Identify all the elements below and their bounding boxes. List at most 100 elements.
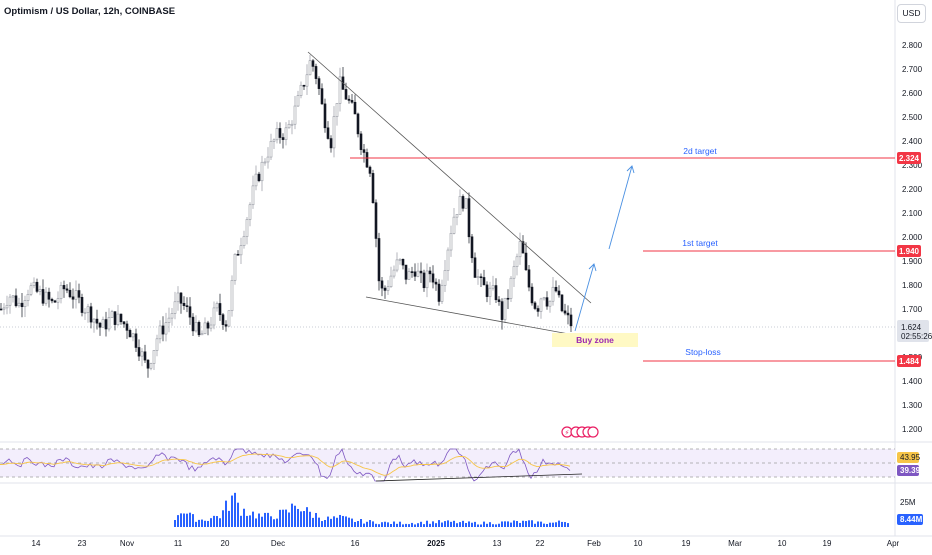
buy-zone-box[interactable] (552, 333, 638, 347)
volume-bar (501, 521, 503, 527)
rsi-divergence-line[interactable] (375, 473, 583, 482)
candle-body (50, 298, 54, 302)
volume-bar (555, 522, 557, 527)
price-tick-label: 2.500 (902, 113, 923, 122)
volume-bar (546, 523, 548, 527)
volume-bar (177, 515, 179, 527)
svg-text:39.39: 39.39 (900, 466, 921, 475)
candle-body (497, 299, 501, 302)
currency-button[interactable]: USD (897, 4, 926, 23)
candle-body (524, 252, 528, 271)
volume-bar (471, 522, 473, 527)
volume-bar (345, 516, 347, 527)
candle-body (77, 290, 81, 298)
volume-bar (396, 523, 398, 527)
candle-body (269, 141, 273, 158)
candle-body (287, 123, 291, 129)
candle-body (110, 311, 114, 318)
price-tick-label: 2.800 (902, 41, 923, 50)
candle-body (224, 324, 228, 327)
candle-body (284, 127, 288, 140)
volume-bar (258, 513, 260, 527)
candle-body (311, 60, 315, 67)
candle-body (29, 285, 33, 295)
svg-text:⚡: ⚡ (565, 429, 570, 437)
candle-body (155, 338, 159, 351)
volume-bar (180, 513, 182, 527)
candle-body (59, 285, 63, 299)
candle-body (128, 330, 132, 338)
price-tick-label: 1.400 (902, 377, 923, 386)
candle-body (314, 66, 318, 79)
candle-body (68, 289, 72, 298)
price-tick-label: 2.600 (902, 89, 923, 98)
chart-title: Optimism / US Dollar, 12h, COINBASE (4, 6, 176, 17)
volume-axis-label: 25M (900, 498, 916, 507)
price-axis[interactable]: 2.800 2.700 2.600 2.500 2.400 2.300 2.200 2.100… (902, 41, 923, 434)
candle-body (500, 301, 504, 320)
candle-body (164, 322, 168, 335)
support-trendline[interactable] (365, 296, 581, 337)
volume-bar (246, 515, 248, 527)
volume-bar (273, 519, 275, 527)
descending-resistance-line[interactable] (307, 51, 592, 304)
volume-bar (261, 516, 263, 527)
volume-bar (231, 495, 233, 527)
candle-body (521, 241, 525, 254)
buy-zone-label: Buy zone (576, 335, 614, 345)
time-axis[interactable]: 14 23 Nov 11 20 Dec 16 2025 13 22 Feb 10 19 Mar 10 19 Ap… (32, 539, 900, 548)
candle-body (509, 277, 513, 299)
candle-body (197, 322, 201, 336)
candle-body (101, 319, 105, 328)
rsi-line (0, 448, 571, 482)
candle-body (179, 292, 183, 304)
volume-bar (408, 524, 410, 527)
time-tick-label: 23 (78, 539, 87, 548)
candle-body (431, 273, 435, 283)
candle-body (383, 287, 387, 291)
price-tick-label: 2.100 (902, 209, 923, 218)
candle-body (425, 270, 429, 289)
price-tick-label: 1.900 (902, 257, 923, 266)
time-tick-label: Mar (728, 539, 742, 548)
candle-body (557, 290, 561, 296)
volume-bar (420, 521, 422, 527)
candle-body (65, 288, 69, 291)
volume-bar (306, 507, 308, 527)
candle-body (407, 271, 411, 280)
candle-body (119, 313, 123, 323)
projection-arrow-short[interactable] (574, 263, 597, 332)
candle-body (227, 310, 231, 327)
candle-body (443, 270, 447, 286)
candle-body (44, 291, 48, 304)
time-tick-label: 22 (536, 539, 545, 548)
svg-text:43.95: 43.95 (900, 453, 921, 462)
candle-body (23, 300, 27, 308)
volume-bar (390, 523, 392, 527)
volume-bar (330, 518, 332, 527)
candle-body (74, 290, 78, 300)
candle-body (47, 291, 51, 300)
time-tick-label: Apr (887, 539, 900, 548)
volume-bar (336, 517, 338, 527)
candle-body (464, 198, 468, 209)
volume-bar (405, 523, 407, 527)
volume-bar (486, 523, 488, 527)
volume-bar (498, 523, 500, 527)
rsi-value-tag-b: 39.39 (897, 465, 921, 476)
volume-last-tag: 8.44M (897, 514, 923, 525)
candle-body (239, 245, 243, 256)
candle-body (503, 297, 507, 320)
candle-body (506, 297, 510, 300)
candle-body (569, 314, 573, 327)
candle-body (182, 302, 186, 306)
volume-bar (516, 521, 518, 527)
volume-bar (285, 509, 287, 527)
event-badges[interactable]: ⚡ (561, 426, 599, 438)
candle-body (89, 306, 93, 323)
projection-arrow-long[interactable] (608, 165, 635, 250)
volume-bar (375, 523, 377, 527)
candle-body (11, 295, 15, 298)
candle-body (386, 286, 390, 291)
